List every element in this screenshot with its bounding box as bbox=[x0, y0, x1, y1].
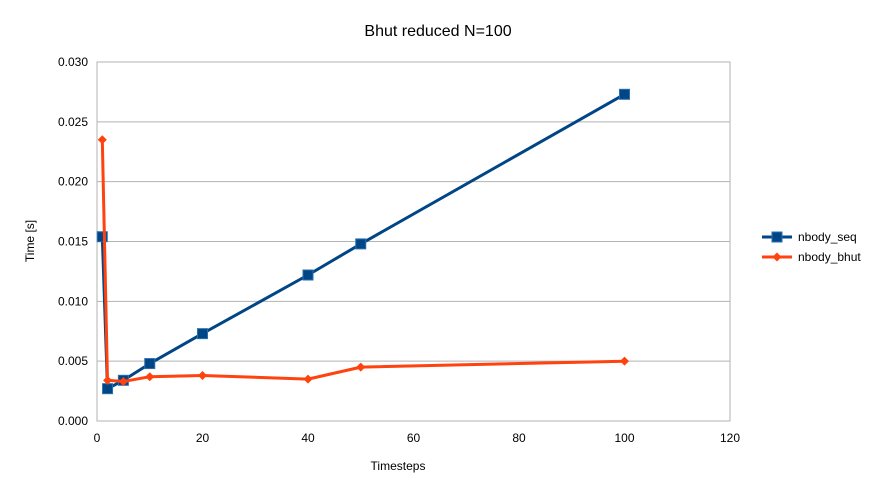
x-tick-label: 80 bbox=[512, 431, 526, 445]
data-point-nbody_seq bbox=[355, 238, 367, 250]
legend-label: nbody_bhut bbox=[798, 250, 861, 264]
y-tick-label: 0.020 bbox=[58, 175, 88, 189]
data-point-nbody_bhut bbox=[145, 372, 155, 382]
data-point-nbody_seq bbox=[96, 231, 108, 243]
y-tick-label: 0.005 bbox=[58, 354, 88, 368]
legend-item-nbody_seq: nbody_seq bbox=[762, 230, 857, 244]
legend-item-nbody_bhut: nbody_bhut bbox=[762, 250, 861, 264]
data-point-nbody_seq bbox=[197, 328, 208, 340]
legend-swatch-marker bbox=[772, 252, 782, 262]
x-axis: 0 20 40 60 80 100 120 bbox=[94, 431, 741, 445]
data-point-nbody_bhut bbox=[303, 374, 313, 384]
y-tick-label: 0.000 bbox=[58, 414, 88, 428]
x-tick-label: 20 bbox=[196, 431, 210, 445]
data-point-nbody_bhut bbox=[620, 356, 629, 366]
y-tick-label: 0.015 bbox=[58, 235, 88, 249]
x-tick-label: 120 bbox=[720, 431, 740, 445]
data-point-nbody_bhut bbox=[118, 377, 128, 387]
data-point-nbody_seq bbox=[144, 358, 156, 370]
series-nbody_bhut bbox=[97, 135, 629, 387]
x-tick-label: 40 bbox=[301, 431, 315, 445]
y-tick-label: 0.010 bbox=[58, 294, 88, 308]
y-tick-label: 0.025 bbox=[58, 115, 88, 129]
data-point-nbody_bhut bbox=[97, 135, 107, 145]
chart-title: Bhut reduced N=100 bbox=[364, 23, 511, 40]
data-point-nbody_seq bbox=[619, 88, 630, 100]
series bbox=[96, 88, 630, 395]
y-axis: 0.000 0.005 0.010 0.015 0.020 0.025 0.030 bbox=[58, 55, 88, 428]
x-tick-label: 60 bbox=[407, 431, 421, 445]
data-point-nbody_seq bbox=[102, 383, 114, 395]
x-tick-label: 0 bbox=[94, 431, 101, 445]
x-axis-label: Timesteps bbox=[371, 459, 426, 473]
legend-swatch-marker bbox=[771, 231, 783, 243]
legend: nbody_seq nbody_bhut bbox=[762, 230, 861, 264]
data-point-nbody_bhut bbox=[356, 362, 366, 372]
data-point-nbody_seq bbox=[302, 269, 314, 281]
y-axis-label: Time [s] bbox=[23, 220, 37, 262]
data-point-nbody_bhut bbox=[198, 371, 207, 381]
x-tick-label: 100 bbox=[614, 431, 634, 445]
data-point-nbody_bhut bbox=[103, 375, 113, 385]
legend-label: nbody_seq bbox=[798, 230, 857, 244]
y-tick-label: 0.030 bbox=[58, 55, 88, 69]
